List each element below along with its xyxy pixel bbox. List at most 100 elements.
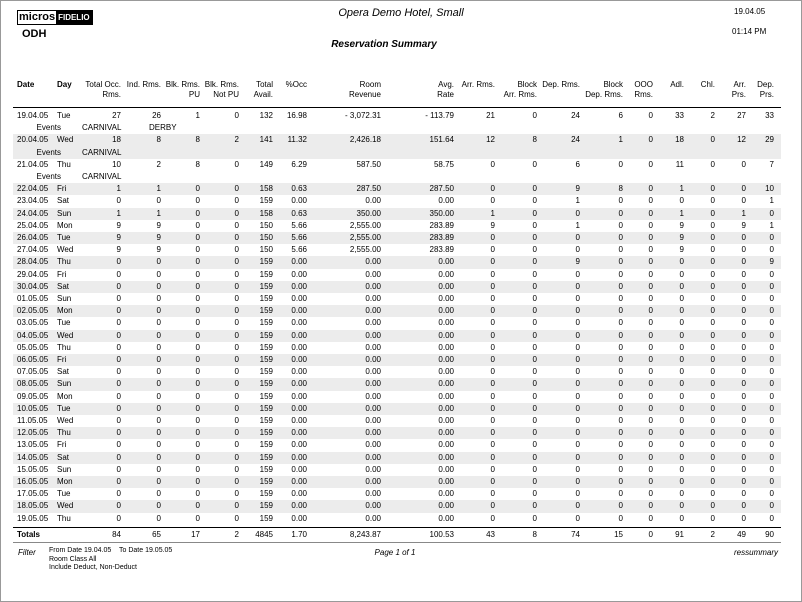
table-cell: 0 <box>769 501 774 511</box>
table-cell: 0.00 <box>291 281 307 291</box>
table-cell: 0 <box>116 464 121 474</box>
table-cell: 0.00 <box>438 452 454 462</box>
table-cell: 0 <box>679 464 684 474</box>
table-cell: 0.00 <box>365 501 381 511</box>
totals-cell: 8,243.87 <box>349 529 381 539</box>
table-cell: 350.00 <box>429 208 454 218</box>
table-cell: 0 <box>648 269 653 279</box>
table-cell: 149 <box>259 159 273 169</box>
table-cell: 8 <box>618 184 623 194</box>
table-cell: 07.05.05 <box>17 367 49 377</box>
table-cell: 0 <box>575 489 580 499</box>
table-cell: 0 <box>532 111 537 120</box>
report-name: ressummary <box>734 548 779 557</box>
table-cell: 0 <box>195 489 200 499</box>
table-cell: 0 <box>234 477 239 486</box>
table-cell: 0 <box>234 269 239 279</box>
table-cell: 0 <box>741 477 746 486</box>
table-cell: 0.00 <box>291 379 307 389</box>
table-cell: 350.00 <box>356 208 381 218</box>
table-cell: 0 <box>769 318 774 328</box>
table-cell: 04.05.05 <box>17 330 49 340</box>
filter-to: To Date 19.05.05 <box>119 547 173 554</box>
table-cell: 2 <box>234 135 239 145</box>
table-cell: 0.00 <box>365 403 381 413</box>
table-cell: 0.00 <box>291 269 307 279</box>
table-cell: 28.04.05 <box>17 257 49 267</box>
row-band <box>13 305 781 318</box>
table-cell: 0 <box>116 428 121 438</box>
table-cell: Tue <box>57 318 71 328</box>
page-number: Page 1 of 1 <box>374 548 416 557</box>
table-cell: 0 <box>679 257 684 267</box>
table-cell: 159 <box>259 355 273 364</box>
table-cell: 0 <box>679 294 684 303</box>
table-cell: Wed <box>57 330 74 340</box>
table-cell: 132 <box>259 111 273 120</box>
table-cell: 0 <box>575 367 580 377</box>
table-cell: 0 <box>679 355 684 364</box>
table-cell: 0.63 <box>291 184 307 194</box>
table-cell: Fri <box>57 269 67 279</box>
table-cell: 1 <box>195 111 200 120</box>
table-cell: 0 <box>769 513 774 523</box>
footer-rule <box>13 541 781 543</box>
table-cell: 0 <box>156 391 161 401</box>
table-cell: 0 <box>234 440 239 450</box>
table-cell: 0 <box>234 513 239 523</box>
table-cell: 8 <box>195 159 200 169</box>
table-cell: 0 <box>116 269 121 279</box>
table-cell: Wed <box>57 501 74 511</box>
table-cell: 0 <box>618 342 623 352</box>
table-cell: 0 <box>618 477 623 486</box>
table-cell: 18.05.05 <box>17 501 49 511</box>
table-cell: 0 <box>116 416 121 425</box>
table-cell: 0 <box>679 428 684 438</box>
table-cell: 0.00 <box>438 294 454 303</box>
table-cell: 0 <box>618 220 623 230</box>
print-date: 19.04.05 <box>734 7 766 16</box>
table-cell: 0.63 <box>291 208 307 218</box>
table-cell: 0 <box>195 403 200 413</box>
table-cell: 0.00 <box>438 355 454 364</box>
table-cell: 0 <box>156 281 161 291</box>
table-cell: 0 <box>648 233 653 242</box>
table-cell: 0 <box>679 391 684 401</box>
column-header: Prs. <box>759 90 774 99</box>
table-cell: 24 <box>571 111 580 120</box>
row-band <box>13 500 781 513</box>
table-cell: 0 <box>490 269 495 279</box>
table-cell: 0 <box>234 342 239 352</box>
table-cell: 0 <box>741 501 746 511</box>
row-band <box>13 402 781 415</box>
table-cell: 0 <box>710 184 715 194</box>
table-cell: 10 <box>765 184 774 194</box>
table-cell: 0.00 <box>438 269 454 279</box>
table-cell: 21.04.05 <box>17 159 49 169</box>
table-cell: 0 <box>490 342 495 352</box>
table-cell: 0 <box>490 233 495 242</box>
table-cell: 1 <box>769 196 774 206</box>
table-cell: 0 <box>575 428 580 438</box>
table-cell: 0 <box>532 330 537 340</box>
table-cell: 0 <box>116 379 121 389</box>
table-cell: 0 <box>116 342 121 352</box>
table-cell: 0 <box>769 403 774 413</box>
table-cell: 0 <box>710 403 715 413</box>
event-name: CARNIVAL <box>82 123 122 133</box>
table-cell: 0 <box>618 294 623 303</box>
table-cell: 0 <box>741 233 746 242</box>
table-cell: 0.00 <box>365 464 381 474</box>
table-cell: 0 <box>741 306 746 316</box>
table-cell: Thu <box>57 513 71 523</box>
table-cell: 9 <box>575 257 580 267</box>
table-cell: 0 <box>741 196 746 206</box>
table-cell: 0 <box>195 318 200 328</box>
table-cell: 0.00 <box>291 330 307 340</box>
table-cell: 0 <box>156 464 161 474</box>
table-cell: 0 <box>679 318 684 328</box>
table-cell: 0 <box>156 513 161 523</box>
table-cell: 0 <box>575 330 580 340</box>
totals-cell: Totals <box>17 529 40 539</box>
table-cell: 9 <box>575 184 580 194</box>
